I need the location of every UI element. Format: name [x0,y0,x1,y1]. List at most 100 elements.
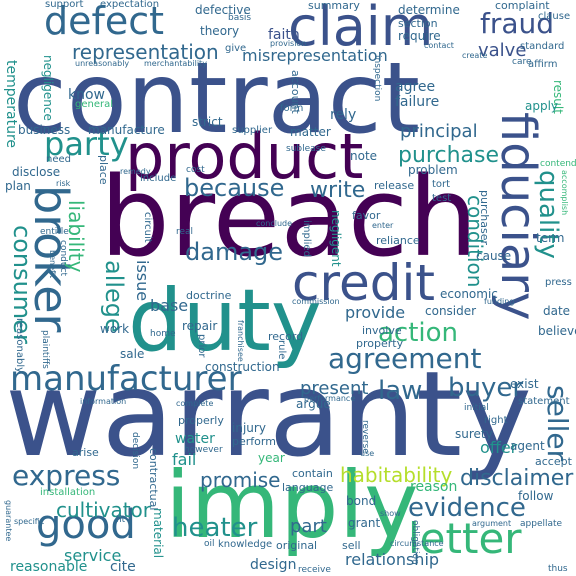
word-problem: problem [408,163,458,177]
word-warranty: warranty [5,345,532,483]
word-letter: letter [408,514,522,563]
word-specific: specific [14,517,45,526]
word-evidence: evidence [408,493,526,523]
word-principal: principal [400,121,478,142]
word-relationship: relationship [345,550,440,569]
word-design: design [250,557,297,573]
word-complete: complete [176,399,214,408]
word-statement: statement [518,396,570,407]
word-home: home [150,329,176,339]
word-note: note [350,149,378,163]
word-present: present [300,378,369,399]
word-reasonable: reasonable [10,559,88,575]
word-claim: claim [288,0,434,58]
word-part: part [290,516,327,537]
word-broker: broker [24,185,78,333]
word-condition: condition [463,195,487,288]
word-perform: perform [232,435,276,448]
word-use: use [360,449,375,458]
word-exist: exist [510,377,539,391]
word-action: action [378,318,459,348]
word-agent: agent [510,439,545,453]
word-cultivator: cultivator [56,498,152,522]
word-agree: agree [395,79,436,95]
word-obligation: obligation [410,520,420,565]
word-doctrine: doctrine [186,289,232,302]
word-arise: arise [72,446,99,459]
word-property: property [356,337,404,350]
word-care: care [512,57,532,67]
word-law: law [378,376,423,406]
word-quality: quality [533,170,563,259]
word-determine: determine [398,3,460,17]
word-term: term [536,231,565,245]
word-rule: rule [276,340,287,360]
word-entitle: entitle [40,227,69,237]
word-information: information [80,397,127,406]
word-performance: performance [304,394,356,403]
word-contractual: contractual [147,448,160,511]
word-affirm: affirm [528,59,558,70]
word-disclaimer: disclaimer [460,466,574,491]
word-liability: liability [64,200,88,273]
word-breach: breach [100,153,478,281]
word-section: section [398,17,438,30]
word-year: year [258,451,285,465]
word-enter: enter [372,221,394,230]
word-manufacture: manufacture [88,123,165,137]
word-result: result [551,80,565,114]
word-merchantability: merchantability [144,59,207,68]
word-accept: accept [535,455,572,468]
word-reverse: reverse [360,420,370,454]
word-valve: valve [478,40,527,61]
word-failure: failure [395,94,440,110]
word-negligent: negligent [329,210,343,267]
word-habitability: habitability [340,463,453,487]
word-general: general [75,99,114,110]
word-material: material [151,508,165,559]
word-defect: defect [44,0,165,43]
word-inspection: inspection [372,55,382,102]
word-initial: initial [464,403,489,413]
word-party: party [44,125,129,163]
word-reason: reason [410,479,458,495]
word-risk: risk [56,179,71,188]
word-express: express [12,459,121,492]
word-complaint: complaint [495,0,550,12]
word-buyer: buyer [448,373,524,403]
word-follow: follow [518,489,554,503]
word-cite: cite [110,559,136,575]
word-heater: heater [172,513,258,543]
word-supplier: supplier [232,125,273,136]
word-circuit: circuit [142,212,153,243]
word-favor: favor [352,209,381,222]
word-tort: tort [432,179,451,190]
word-receive: receive [298,565,331,575]
word-purchase: purchase [398,143,499,168]
word-expectation: expectation [100,0,160,10]
word-apply: apply [525,99,559,113]
word-create: create [462,51,488,60]
word-unreasonably: unreasonably [75,59,130,68]
word-work: work [100,322,130,336]
word-commission: commission [292,297,340,306]
word-record: record [268,330,304,343]
word-allege: allege [100,260,128,333]
word-contain: contain [292,467,333,480]
word-language: language [282,481,334,494]
word-fiduciary: fiduciary [490,112,546,321]
word-plaintiffs: plaintiffs [40,330,50,369]
word-guarantee: guarantee [4,500,13,542]
word-fail: fail [172,450,197,469]
word-strict: strict [192,115,223,129]
word-manufacturer: manufacturer [10,359,242,399]
word-consider: consider [425,304,477,318]
word-credit: credit [292,254,435,312]
word-reasonably: reasonably [14,318,25,374]
word-consumer: consumer [8,225,36,344]
word-require: require [398,29,441,43]
word-real: real [176,227,194,237]
word-service: service [64,546,122,565]
